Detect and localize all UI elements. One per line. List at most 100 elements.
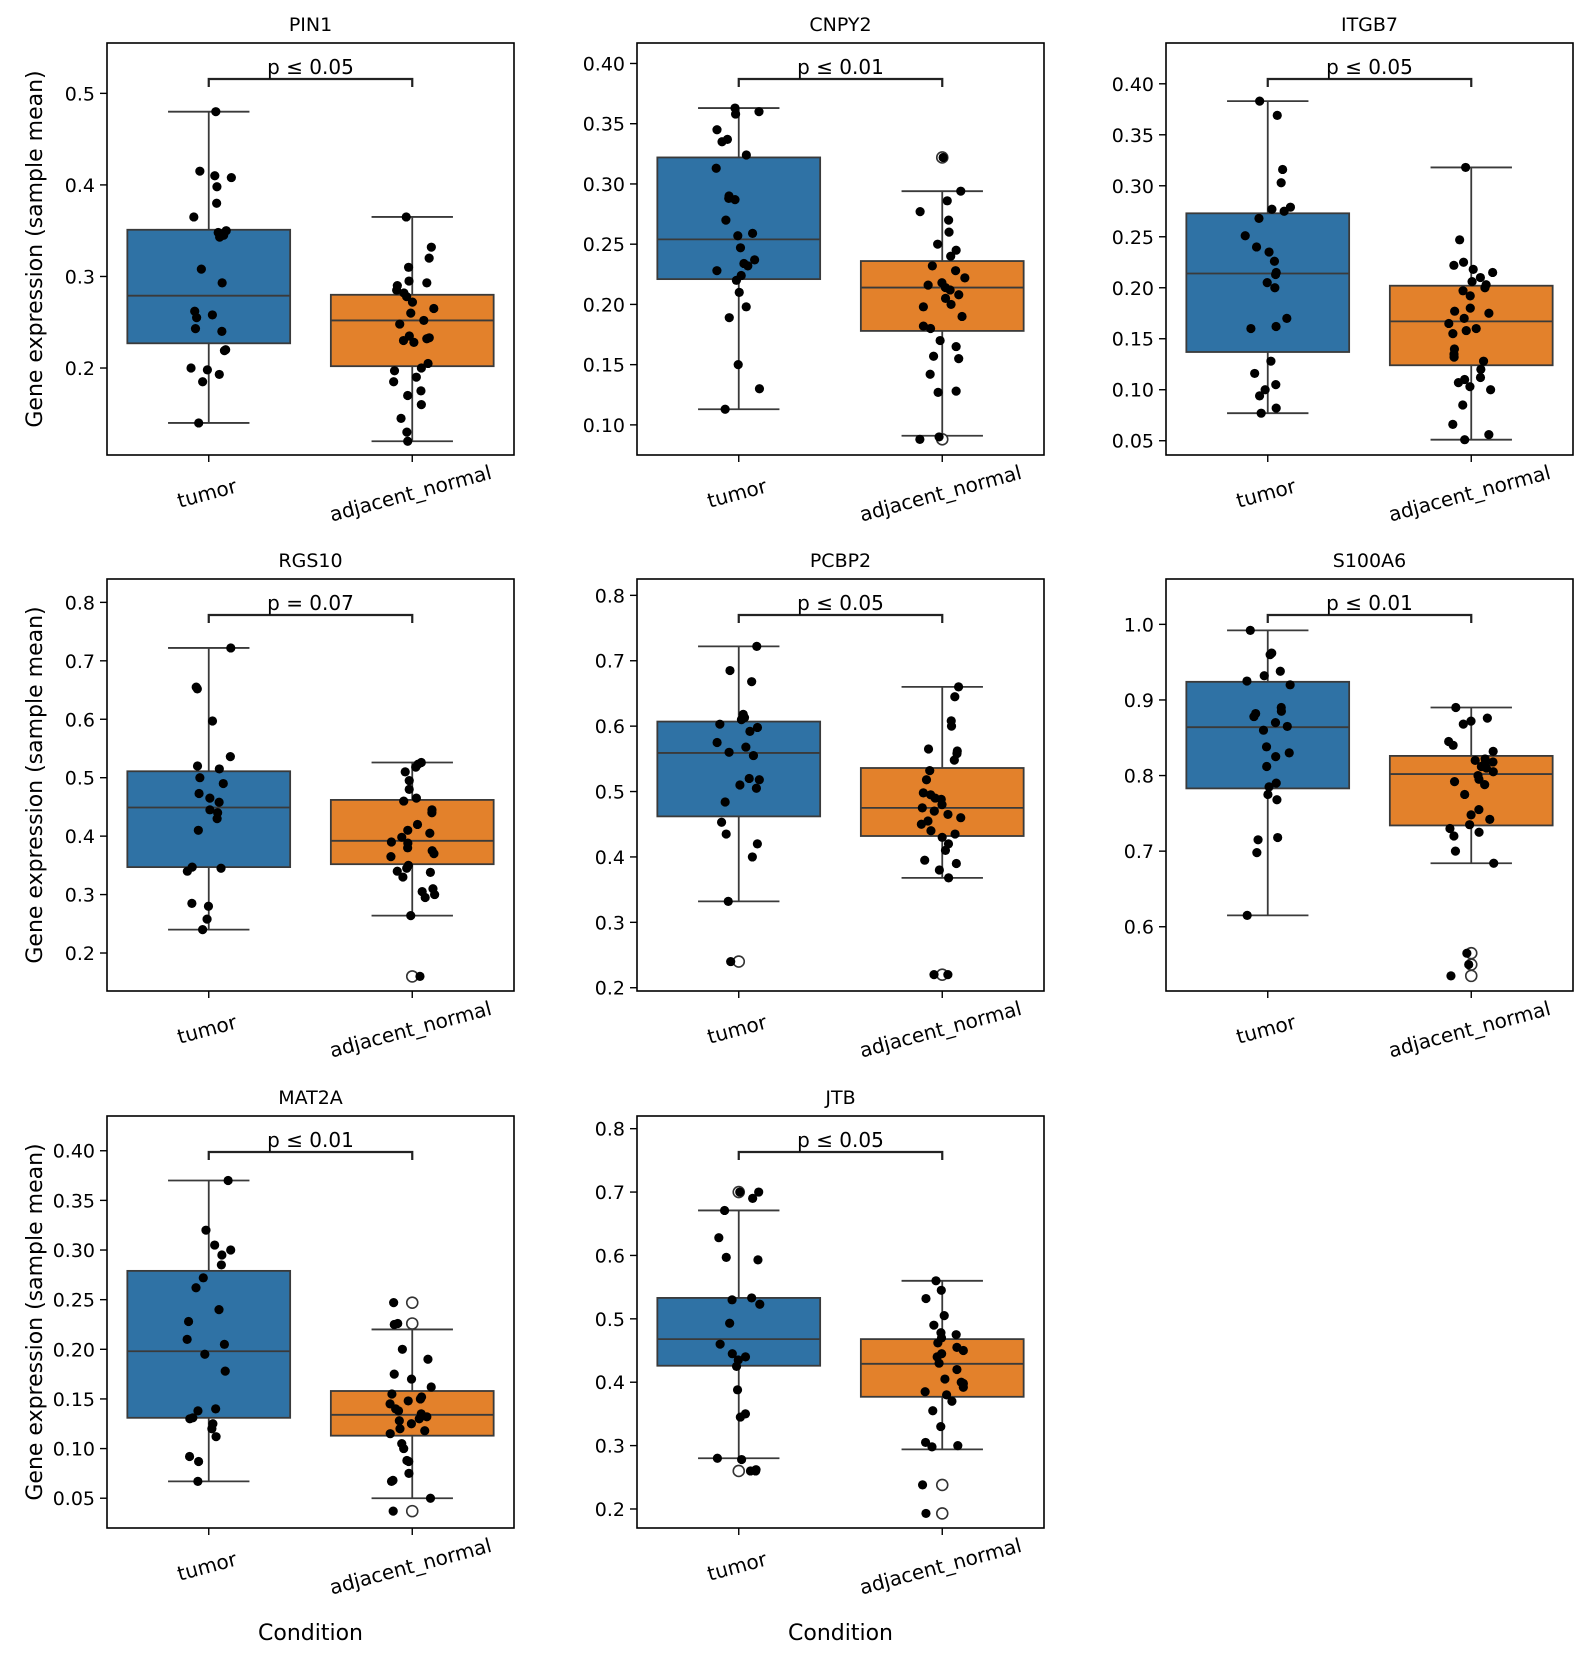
data-point — [214, 1304, 224, 1315]
y-tick-label: 0.8 — [595, 1119, 625, 1141]
data-point — [1458, 400, 1468, 410]
data-point — [196, 264, 206, 274]
y-tick-label: 0.25 — [1112, 227, 1154, 249]
data-point — [426, 242, 436, 252]
data-point — [416, 400, 426, 410]
data-point — [195, 773, 205, 783]
data-point — [226, 172, 236, 183]
data-point — [753, 1255, 763, 1265]
data-point — [1249, 711, 1259, 722]
data-point — [1465, 820, 1475, 830]
axes-frame — [106, 1115, 515, 1529]
y-tick-label: 0.6 — [595, 716, 625, 738]
significance-label: p ≤ 0.05 — [1326, 55, 1413, 79]
y-tick-label: 0.10 — [583, 415, 625, 437]
data-point — [399, 796, 409, 806]
data-point — [1485, 814, 1495, 824]
data-point — [205, 793, 215, 803]
data-point — [735, 1412, 745, 1422]
data-point — [1276, 178, 1286, 188]
data-point — [750, 255, 760, 265]
data-point — [1264, 782, 1274, 792]
box-adjacent_normal — [329, 1296, 495, 1518]
data-point — [944, 227, 954, 237]
significance-bracket — [207, 1150, 414, 1160]
data-point — [1455, 235, 1465, 245]
data-point — [1465, 303, 1475, 313]
data-point — [1481, 763, 1492, 773]
axes-frame — [106, 42, 515, 456]
data-point — [957, 311, 967, 322]
data-point — [711, 163, 721, 173]
data-point — [1251, 242, 1262, 252]
data-point — [402, 427, 412, 437]
data-point — [395, 319, 405, 329]
y-tick-label: 0.5 — [595, 1309, 625, 1331]
data-point — [1259, 671, 1269, 681]
data-point — [915, 207, 925, 217]
y-tick-label: 0.3 — [65, 266, 95, 288]
data-point — [214, 797, 224, 807]
y-tick-label: 0.40 — [1112, 74, 1154, 96]
data-point — [721, 215, 731, 225]
data-point — [422, 1412, 432, 1422]
panel-cnpy2: CNPY2 0.10 0.15 0.20 0.25 0.30 0.35 0.40 tumor ad… — [583, 14, 1045, 526]
data-point — [1245, 625, 1255, 636]
data-point — [420, 1426, 430, 1436]
data-point — [716, 817, 727, 827]
data-point — [225, 752, 235, 762]
data-point — [958, 1345, 968, 1356]
data-point — [182, 1334, 192, 1344]
x-tick-label-tumor: tumor — [175, 1547, 240, 1586]
data-point — [404, 1456, 414, 1467]
data-point — [731, 275, 742, 285]
data-point — [747, 852, 757, 862]
y-tick-label: 0.7 — [1124, 841, 1154, 863]
data-point — [951, 341, 961, 352]
data-point — [404, 276, 414, 286]
data-point — [1272, 110, 1282, 121]
data-point — [386, 1476, 397, 1486]
y-tick-label: 0.8 — [65, 592, 95, 614]
box-tumor — [1185, 96, 1351, 418]
data-point — [754, 384, 765, 394]
data-point — [1266, 356, 1276, 366]
data-point — [933, 387, 943, 397]
data-point — [195, 166, 205, 176]
axes-frame — [636, 1115, 1045, 1529]
data-point — [389, 1298, 399, 1308]
data-point — [396, 413, 406, 423]
box-adjacent_normal — [1388, 162, 1554, 445]
y-tick-label: 0.20 — [53, 1339, 95, 1361]
data-point — [1284, 748, 1294, 758]
data-point — [731, 1361, 742, 1371]
data-point — [751, 1466, 761, 1476]
data-point — [950, 692, 960, 702]
data-point — [956, 813, 966, 823]
data-point — [1448, 740, 1458, 750]
data-point — [1242, 910, 1252, 921]
data-point — [404, 1468, 414, 1478]
data-point — [186, 363, 196, 373]
data-point — [1462, 948, 1472, 958]
data-point — [207, 1424, 217, 1434]
axes-frame — [636, 42, 1045, 456]
data-point — [928, 351, 939, 361]
data-point — [915, 434, 925, 444]
data-point — [958, 1382, 968, 1392]
significance-label: p ≤ 0.01 — [267, 1128, 354, 1152]
data-point — [1451, 702, 1461, 713]
panel-pcbp2: PCBP2 0.2 0.3 0.4 0.5 0.6 0.7 0.8 tumor adjacent_… — [595, 550, 1045, 1062]
data-point — [920, 855, 930, 865]
data-point — [1489, 858, 1499, 868]
data-point — [735, 1187, 745, 1197]
data-point — [712, 266, 722, 276]
data-point — [212, 182, 222, 192]
data-point — [735, 780, 745, 790]
significance-label: p ≤ 0.05 — [797, 1128, 884, 1152]
data-point — [744, 773, 754, 784]
data-point — [403, 436, 413, 446]
data-point — [712, 1453, 723, 1463]
data-point — [207, 716, 218, 726]
data-point — [1242, 676, 1252, 686]
